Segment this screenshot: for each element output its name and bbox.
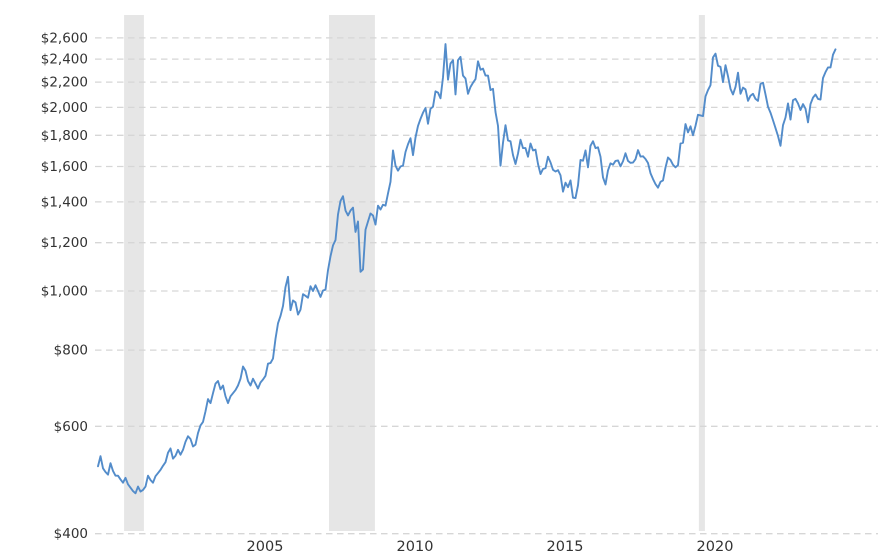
x-axis-label: 2005 [247,539,284,555]
y-axis-label: $2,600 [41,30,88,46]
y-axis-label: $2,400 [41,52,88,68]
y-axis-label: $800 [54,343,88,359]
y-axis-label: $2,200 [41,75,88,91]
x-axis-label: 2010 [397,539,434,555]
y-axis-label: $1,400 [41,194,88,210]
y-axis-label: $1,000 [41,284,88,300]
recession-band [329,15,375,531]
y-axis-label: $1,200 [41,235,88,251]
recession-band [698,15,705,531]
y-axis-label: $600 [54,419,88,435]
y-axis-label: $1,600 [41,159,88,175]
recession-band [124,15,144,531]
price-line [97,43,837,495]
x-axis-label: 2015 [547,539,584,555]
y-axis-label: $1,800 [41,128,88,144]
y-axis-label: $2,000 [41,100,88,116]
x-axis-label: 2020 [697,539,734,555]
y-axis-label: $400 [54,526,88,542]
